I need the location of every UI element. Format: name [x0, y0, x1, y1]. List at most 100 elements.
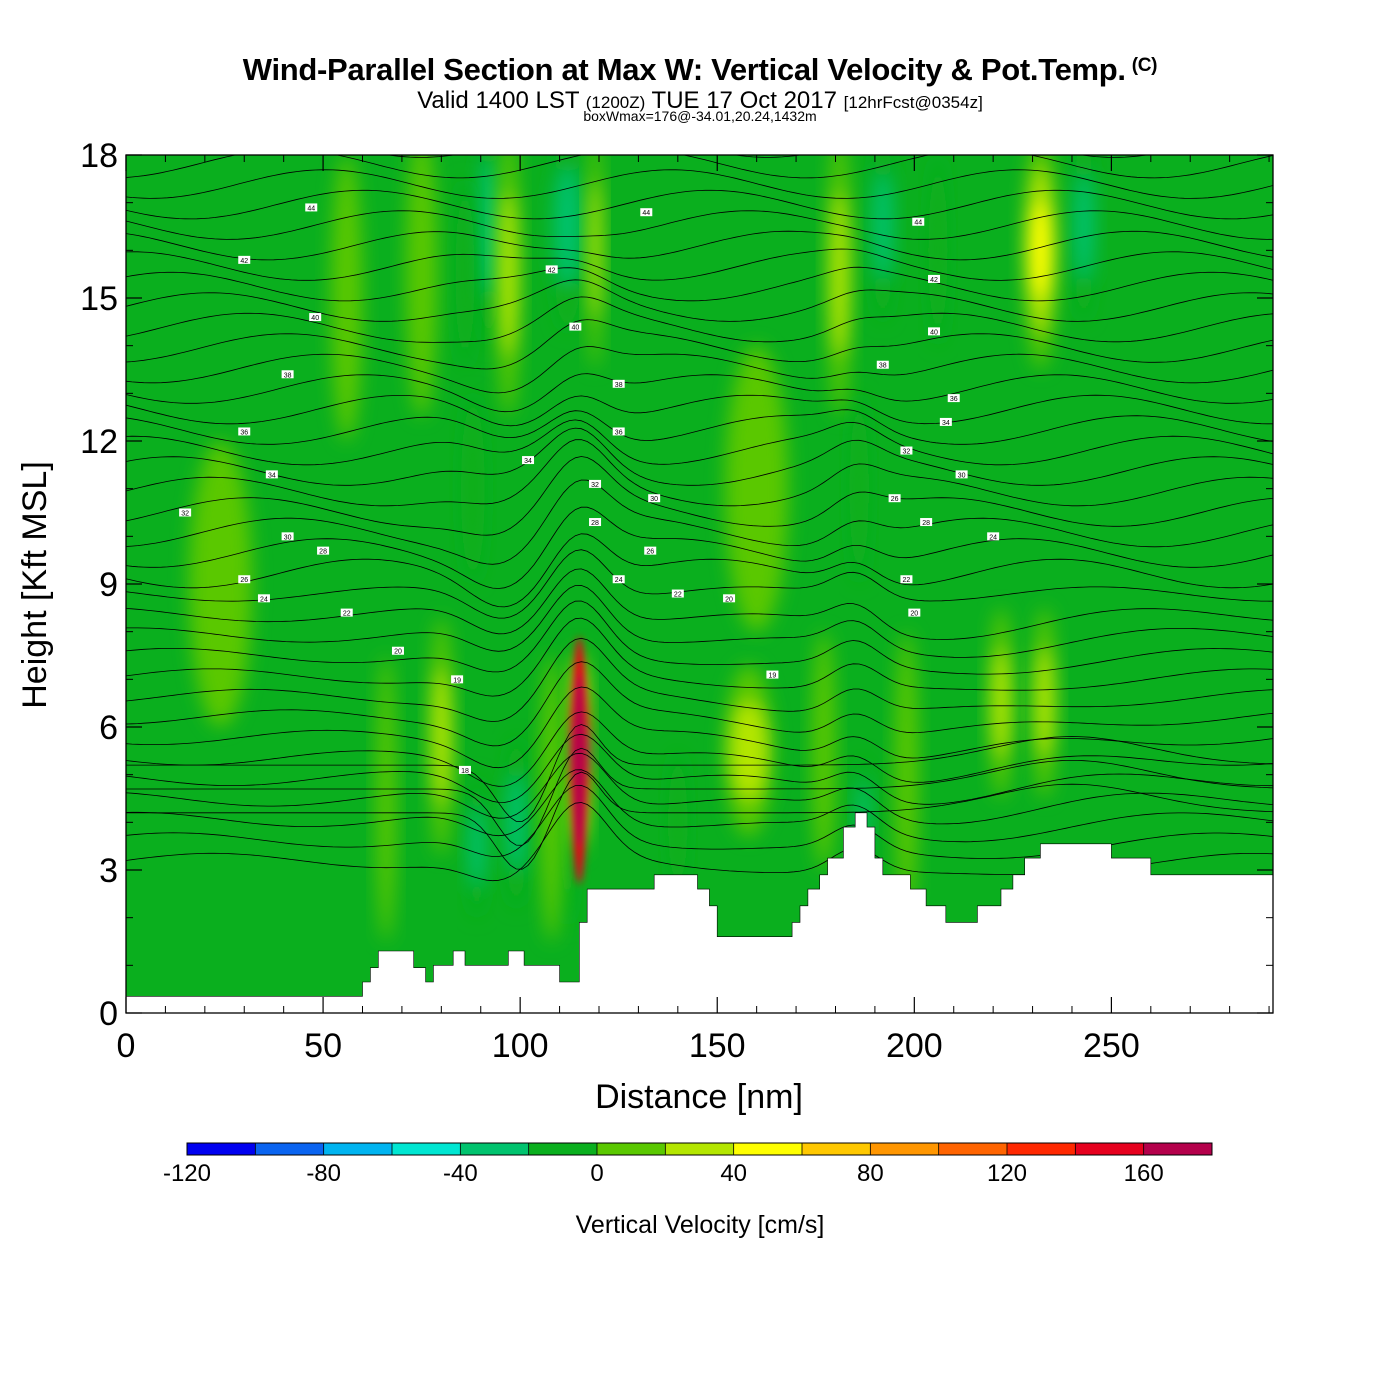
- isentrope-line: [126, 346, 1273, 394]
- isentrope-line: [126, 210, 1273, 240]
- theta-label-text: 38: [615, 382, 623, 389]
- theta-label: 44: [640, 208, 653, 217]
- updraft-column: [725, 345, 789, 632]
- theta-label: 42: [928, 274, 941, 284]
- isentrope-line: [126, 439, 1273, 507]
- isentrope-line: [386, 155, 1150, 158]
- theta-label-text: 36: [615, 429, 623, 436]
- theta-label: 40: [569, 322, 582, 332]
- theta-label: 40: [309, 313, 322, 322]
- theta-label-text: 32: [181, 511, 189, 518]
- x-tick-label: 150: [689, 1027, 746, 1065]
- theta-label-bg: [612, 575, 625, 584]
- theta-label: 44: [305, 203, 318, 212]
- theta-label-bg: [317, 546, 330, 555]
- max-updraft-level: [575, 707, 584, 813]
- isentrope-line: [126, 456, 1273, 536]
- colorbar-tick-label: 120: [987, 1160, 1027, 1187]
- colorbar: -120 -80 -40 0 40 80 120 160: [163, 1142, 1213, 1187]
- isentrope-line: [126, 506, 1273, 589]
- isentrope-line: [126, 427, 1273, 486]
- colorbar-tick-label: 160: [1124, 1160, 1164, 1187]
- y-tick-label: 0: [99, 995, 118, 1033]
- theta-label-bg: [257, 594, 270, 603]
- theta-label-text: 34: [524, 458, 532, 465]
- theta-label-bg: [451, 675, 464, 684]
- theta-label-bg: [458, 765, 471, 774]
- downdraft-column: [870, 155, 895, 322]
- theta-label: 38: [612, 379, 625, 389]
- theta-label: 18: [458, 765, 471, 775]
- valid-date: TUE 17 Oct 2017: [651, 87, 837, 114]
- y-tick-label: 15: [80, 280, 118, 318]
- theta-label-text: 40: [930, 329, 938, 336]
- updraft-column-level: [1034, 649, 1055, 758]
- theta-label: 38: [876, 360, 889, 370]
- colorbar-swatch: [187, 1143, 256, 1155]
- theta-label-bg: [671, 589, 684, 598]
- theta-label-bg: [766, 670, 779, 679]
- isentrope-line: [126, 711, 1273, 787]
- x-tick-label: 100: [492, 1027, 549, 1065]
- isentrope-line: [126, 319, 1273, 370]
- theta-label-bg: [569, 322, 582, 331]
- theta-label: 38: [281, 370, 294, 379]
- theta-label-bg: [589, 518, 602, 527]
- theta-label-text: 32: [903, 449, 911, 456]
- theta-label-text: 28: [922, 520, 930, 527]
- chart-title-text: Wind-Parallel Section at Max W: Vertical…: [242, 52, 1126, 87]
- theta-label: 19: [766, 670, 779, 680]
- theta-label-bg: [589, 479, 602, 488]
- updraft-column-level: [811, 631, 836, 870]
- isentrope-line: [126, 266, 1273, 302]
- theta-label: 22: [671, 589, 684, 599]
- downdraft-column-level: [506, 773, 526, 871]
- isentrope-line: [126, 661, 1273, 747]
- downdraft-column: [455, 178, 475, 370]
- theta-label: 42: [545, 265, 558, 274]
- theta-label-text: 20: [394, 649, 402, 656]
- updraft-column: [827, 155, 852, 418]
- theta-label: 30: [955, 470, 968, 479]
- x-tick-label: 200: [886, 1027, 943, 1065]
- theta-label-bg: [179, 508, 192, 517]
- theta-label-text: 24: [260, 596, 268, 603]
- isentrope-line: [126, 600, 1273, 675]
- theta-label: 20: [723, 594, 736, 603]
- chart-title: Wind-Parallel Section at Max W: Vertical…: [0, 52, 1400, 88]
- downdraft-column-level: [554, 167, 581, 286]
- downdraft-column: [928, 155, 948, 346]
- isentrope-line: [126, 296, 1273, 343]
- downdraft-column: [849, 393, 869, 584]
- theta-label-text: 36: [240, 429, 248, 436]
- theta-label: 20: [908, 608, 921, 618]
- downdraft-column-level: [849, 393, 869, 584]
- theta-label-bg: [640, 208, 653, 217]
- colorbar-swatch: [870, 1143, 940, 1155]
- theta-label-text: 22: [903, 577, 911, 584]
- isentrope-line: [126, 479, 1273, 565]
- colorbar-tick-label: -120: [163, 1160, 211, 1187]
- colorbar-swatch: [802, 1143, 871, 1155]
- theta-label-text: 26: [646, 549, 654, 556]
- updraft-column-level: [498, 193, 519, 355]
- isentrope-line: [126, 637, 1273, 722]
- updraft-column: [539, 655, 564, 942]
- updraft-column: [725, 665, 773, 837]
- theta-label-text: 30: [650, 496, 658, 503]
- colorbar-tick-label: -40: [443, 1160, 478, 1187]
- theta-label-bg: [888, 494, 901, 503]
- x-tick-label: 0: [117, 1027, 136, 1065]
- updraft-column: [587, 155, 603, 370]
- theta-label-text: 42: [930, 277, 938, 284]
- theta-label: 24: [612, 575, 625, 584]
- theta-label-text: 28: [591, 520, 599, 527]
- colorbar-tick-label: 80: [857, 1160, 884, 1187]
- isentrope-line: [126, 747, 1273, 846]
- isentrope-line: [126, 248, 1273, 281]
- theta-label-text: 38: [879, 363, 887, 370]
- theta-label-text: 20: [725, 596, 733, 603]
- colorbar-frame: [186, 1142, 1213, 1156]
- y-tick-label: 12: [80, 423, 118, 461]
- theta-label: 32: [179, 508, 192, 518]
